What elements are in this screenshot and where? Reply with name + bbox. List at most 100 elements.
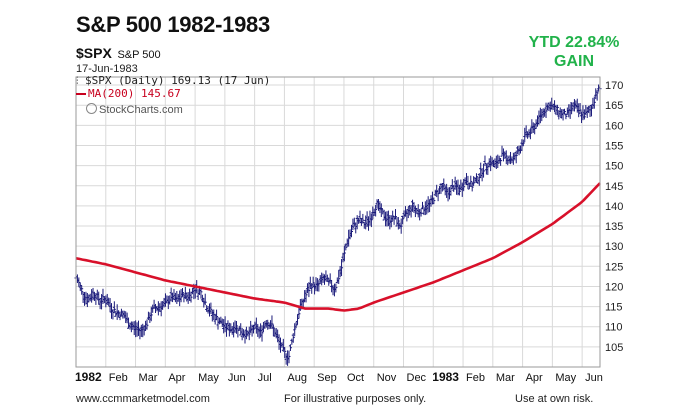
y-tick-label: 115 bbox=[605, 302, 623, 314]
x-tick-label: Mar bbox=[139, 372, 158, 384]
price-bar bbox=[578, 103, 582, 115]
price-bar bbox=[340, 259, 344, 277]
price-bar bbox=[457, 184, 461, 196]
ytd-gain-label: GAIN bbox=[554, 53, 594, 70]
symbol-line: $SPX S&P 500 bbox=[76, 45, 161, 61]
footer-risk: Use at own risk. bbox=[515, 393, 594, 405]
price-bar bbox=[288, 344, 292, 352]
price-bar bbox=[394, 209, 398, 220]
price-bar bbox=[351, 218, 355, 231]
price-bar bbox=[514, 150, 518, 164]
x-tick-label: 1983 bbox=[432, 370, 459, 384]
x-tick-label: Jun bbox=[585, 372, 603, 384]
y-tick-label: 105 bbox=[605, 342, 623, 354]
price-bar bbox=[592, 96, 596, 109]
x-tick-label: May bbox=[555, 372, 576, 384]
price-bar bbox=[337, 270, 341, 284]
y-tick-label: 165 bbox=[605, 100, 623, 112]
price-bar bbox=[203, 293, 207, 306]
price-bar bbox=[420, 201, 424, 210]
price-bar bbox=[483, 155, 487, 166]
price-bar bbox=[145, 319, 149, 330]
brand-watermark: StockCharts.com bbox=[86, 103, 183, 116]
price-bar bbox=[391, 210, 395, 221]
price-bar bbox=[595, 89, 599, 101]
price-bar bbox=[562, 108, 566, 115]
legend-price-label: $SPX (Daily) 169.13 (17 Jun) bbox=[85, 74, 271, 87]
symbol-name: S&P 500 bbox=[117, 49, 161, 61]
price-bar bbox=[311, 276, 315, 288]
x-tick-label: Aug bbox=[287, 372, 307, 384]
brand-label: StockCharts.com bbox=[99, 104, 183, 116]
x-tick-label: Dec bbox=[407, 372, 427, 384]
price-bar bbox=[469, 175, 473, 187]
x-tick-label: Mar bbox=[496, 372, 515, 384]
price-bar bbox=[432, 197, 436, 205]
y-tick-label: 170 bbox=[605, 80, 623, 92]
y-tick-label: 130 bbox=[605, 241, 623, 253]
y-tick-label: 125 bbox=[605, 261, 623, 273]
price-bar bbox=[374, 204, 378, 217]
price-bar bbox=[369, 213, 373, 228]
price-bar bbox=[396, 217, 400, 230]
price-bar bbox=[270, 315, 274, 330]
price-bar bbox=[118, 311, 122, 321]
legend-ma-label: MA(200) 145.67 bbox=[88, 87, 181, 100]
price-bar bbox=[349, 224, 353, 238]
x-tick-label: Feb bbox=[109, 372, 128, 384]
price-bar bbox=[252, 324, 256, 334]
ma-swatch-icon bbox=[76, 93, 86, 95]
ytd-gain-annotation: YTD 22.84% GAIN bbox=[514, 33, 634, 71]
y-axis-ticks: 105 110 115 120 125 130 135 140 145 150 155 160 165 1… bbox=[605, 80, 623, 354]
y-tick-label: 110 bbox=[605, 322, 623, 334]
ma200-line bbox=[75, 182, 601, 312]
y-tick-label: 120 bbox=[605, 281, 623, 293]
price-bar bbox=[179, 288, 183, 303]
price-bar bbox=[334, 283, 338, 293]
y-tick-label: 160 bbox=[605, 120, 623, 132]
price-bar bbox=[283, 347, 287, 359]
price-bar bbox=[215, 309, 219, 321]
x-axis-ticks: 1982 Feb Mar Apr May Jun Jul Aug Sep Oct Nov Dec 198… bbox=[75, 370, 603, 384]
footer-disclaimer: For illustrative purposes only. bbox=[284, 393, 427, 405]
x-tick-label: Nov bbox=[377, 372, 397, 384]
price-bar bbox=[482, 163, 486, 178]
gridlines bbox=[75, 77, 600, 367]
price-bar bbox=[399, 218, 403, 234]
price-bar bbox=[342, 245, 346, 262]
price-bar bbox=[112, 301, 116, 314]
price-bar bbox=[199, 288, 203, 299]
price-bar bbox=[271, 324, 275, 337]
y-tick-label: 135 bbox=[605, 221, 623, 233]
bar-chart-icon: ⫶ bbox=[76, 76, 79, 87]
price-bars bbox=[74, 81, 602, 366]
price-bar bbox=[521, 139, 525, 147]
price-bar bbox=[287, 350, 291, 364]
price-bar bbox=[401, 215, 405, 225]
x-tick-label: Apr bbox=[526, 372, 543, 384]
price-bar bbox=[474, 173, 478, 183]
x-tick-label: Apr bbox=[168, 372, 185, 384]
price-bar bbox=[462, 178, 466, 192]
price-bar bbox=[419, 208, 423, 217]
price-bar bbox=[209, 302, 213, 315]
price-bar bbox=[304, 289, 308, 303]
y-tick-label: 150 bbox=[605, 161, 623, 173]
plot-frame bbox=[75, 76, 601, 368]
x-tick-label: Oct bbox=[347, 372, 364, 384]
chart-date: 17-Jun-1983 bbox=[76, 63, 138, 75]
price-bar bbox=[504, 150, 508, 165]
price-bar bbox=[379, 203, 383, 218]
price-bar bbox=[293, 323, 297, 337]
x-tick-label: 1982 bbox=[75, 370, 102, 384]
price-bar bbox=[189, 291, 193, 303]
y-tick-label: 140 bbox=[605, 201, 623, 213]
price-bar bbox=[499, 158, 503, 166]
x-tick-label: Jul bbox=[258, 372, 272, 384]
copyright-icon bbox=[86, 103, 97, 114]
price-bar bbox=[77, 277, 81, 287]
legend-ma: MA(200) 145.67 bbox=[76, 87, 270, 100]
legend-price: ⫶ $SPX (Daily) 169.13 (17 Jun) bbox=[76, 74, 270, 87]
ytd-percent: YTD 22.84% bbox=[528, 34, 620, 51]
